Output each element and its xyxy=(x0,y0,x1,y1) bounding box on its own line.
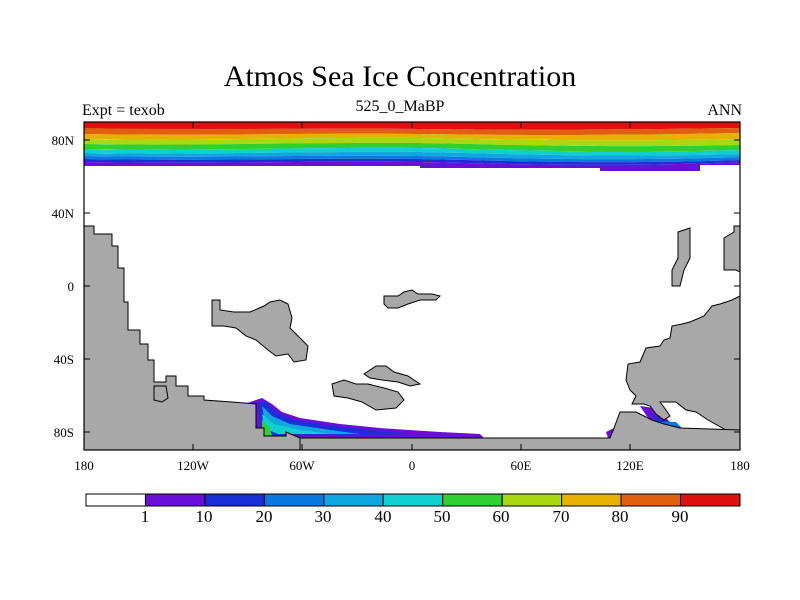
colorbar-label: 50 xyxy=(433,507,451,526)
colorbar-label: 10 xyxy=(195,507,213,526)
eastern-peninsula xyxy=(671,227,691,287)
y-tick-label: 80S xyxy=(53,425,74,440)
western-continent xyxy=(84,225,301,450)
map-title: Atmos Sea Ice Concentration xyxy=(223,60,577,93)
colorbar-box xyxy=(263,493,325,507)
x-tick-label: 60W xyxy=(289,458,315,473)
ice-band-20 xyxy=(84,155,740,163)
land-masses xyxy=(84,225,740,450)
ice-band-50 xyxy=(84,142,740,152)
colorbar-label: 20 xyxy=(255,507,273,526)
eastern-continent-main xyxy=(625,295,740,433)
colorbar xyxy=(85,493,741,507)
x-tick-label: 180 xyxy=(730,458,750,473)
colorbar-label: 60 xyxy=(492,507,510,526)
western-continent-island xyxy=(153,385,169,403)
island-east-1 xyxy=(383,289,441,309)
colorbar-label: 1 xyxy=(140,507,150,526)
colorbar-box xyxy=(144,493,206,507)
colorbar-box xyxy=(501,493,563,507)
colorbar-label: 70 xyxy=(552,507,570,526)
y-tick-label: 40S xyxy=(53,352,74,367)
ice-band-1 xyxy=(84,161,740,171)
y-tick-label: 0 xyxy=(67,279,75,294)
colorbar-box xyxy=(204,493,265,507)
colorbar-label: 90 xyxy=(671,507,689,526)
x-tick-label: 60E xyxy=(510,458,532,473)
colorbar-box xyxy=(323,493,384,507)
time-label: 525_0_MaBP xyxy=(355,98,445,115)
ice-band-30 xyxy=(84,151,740,160)
island-central-south xyxy=(331,379,405,411)
eastern-continent xyxy=(723,225,740,273)
x-tick-label: 180 xyxy=(74,458,94,473)
arctic-sea-ice xyxy=(84,122,740,171)
ocean-background xyxy=(84,122,740,450)
colorbar-box xyxy=(620,493,682,507)
colorbar-label: 30 xyxy=(314,507,332,526)
experiment-label: Expt = texob xyxy=(82,102,165,119)
colorbar-box xyxy=(680,493,741,507)
x-tick-label: 0 xyxy=(408,458,416,473)
colorbar-label: 40 xyxy=(374,507,392,526)
central-continent xyxy=(211,299,309,363)
colorbar-box xyxy=(442,493,503,507)
ice-band-10 xyxy=(84,158,740,165)
x-tick-label: 120E xyxy=(616,458,644,473)
y-tick-label: 40N xyxy=(51,206,74,221)
season-label: ANN xyxy=(707,102,742,119)
colorbar-label: 80 xyxy=(611,507,629,526)
axis-ticks xyxy=(84,122,740,450)
ice-band-60 xyxy=(84,137,740,147)
island-central-south-2 xyxy=(363,365,422,387)
ice-band-70 xyxy=(84,133,740,141)
ice-band-80 xyxy=(84,128,740,135)
antarctic-shelf xyxy=(299,411,740,450)
colorbar-box xyxy=(382,493,444,507)
colorbar-box xyxy=(561,493,622,507)
ice-band-40 xyxy=(262,414,330,434)
x-tick-label: 120W xyxy=(177,458,209,473)
y-tick-label: 80N xyxy=(51,133,74,148)
ice-band-40 xyxy=(84,147,740,156)
colorbar-box xyxy=(85,493,146,507)
